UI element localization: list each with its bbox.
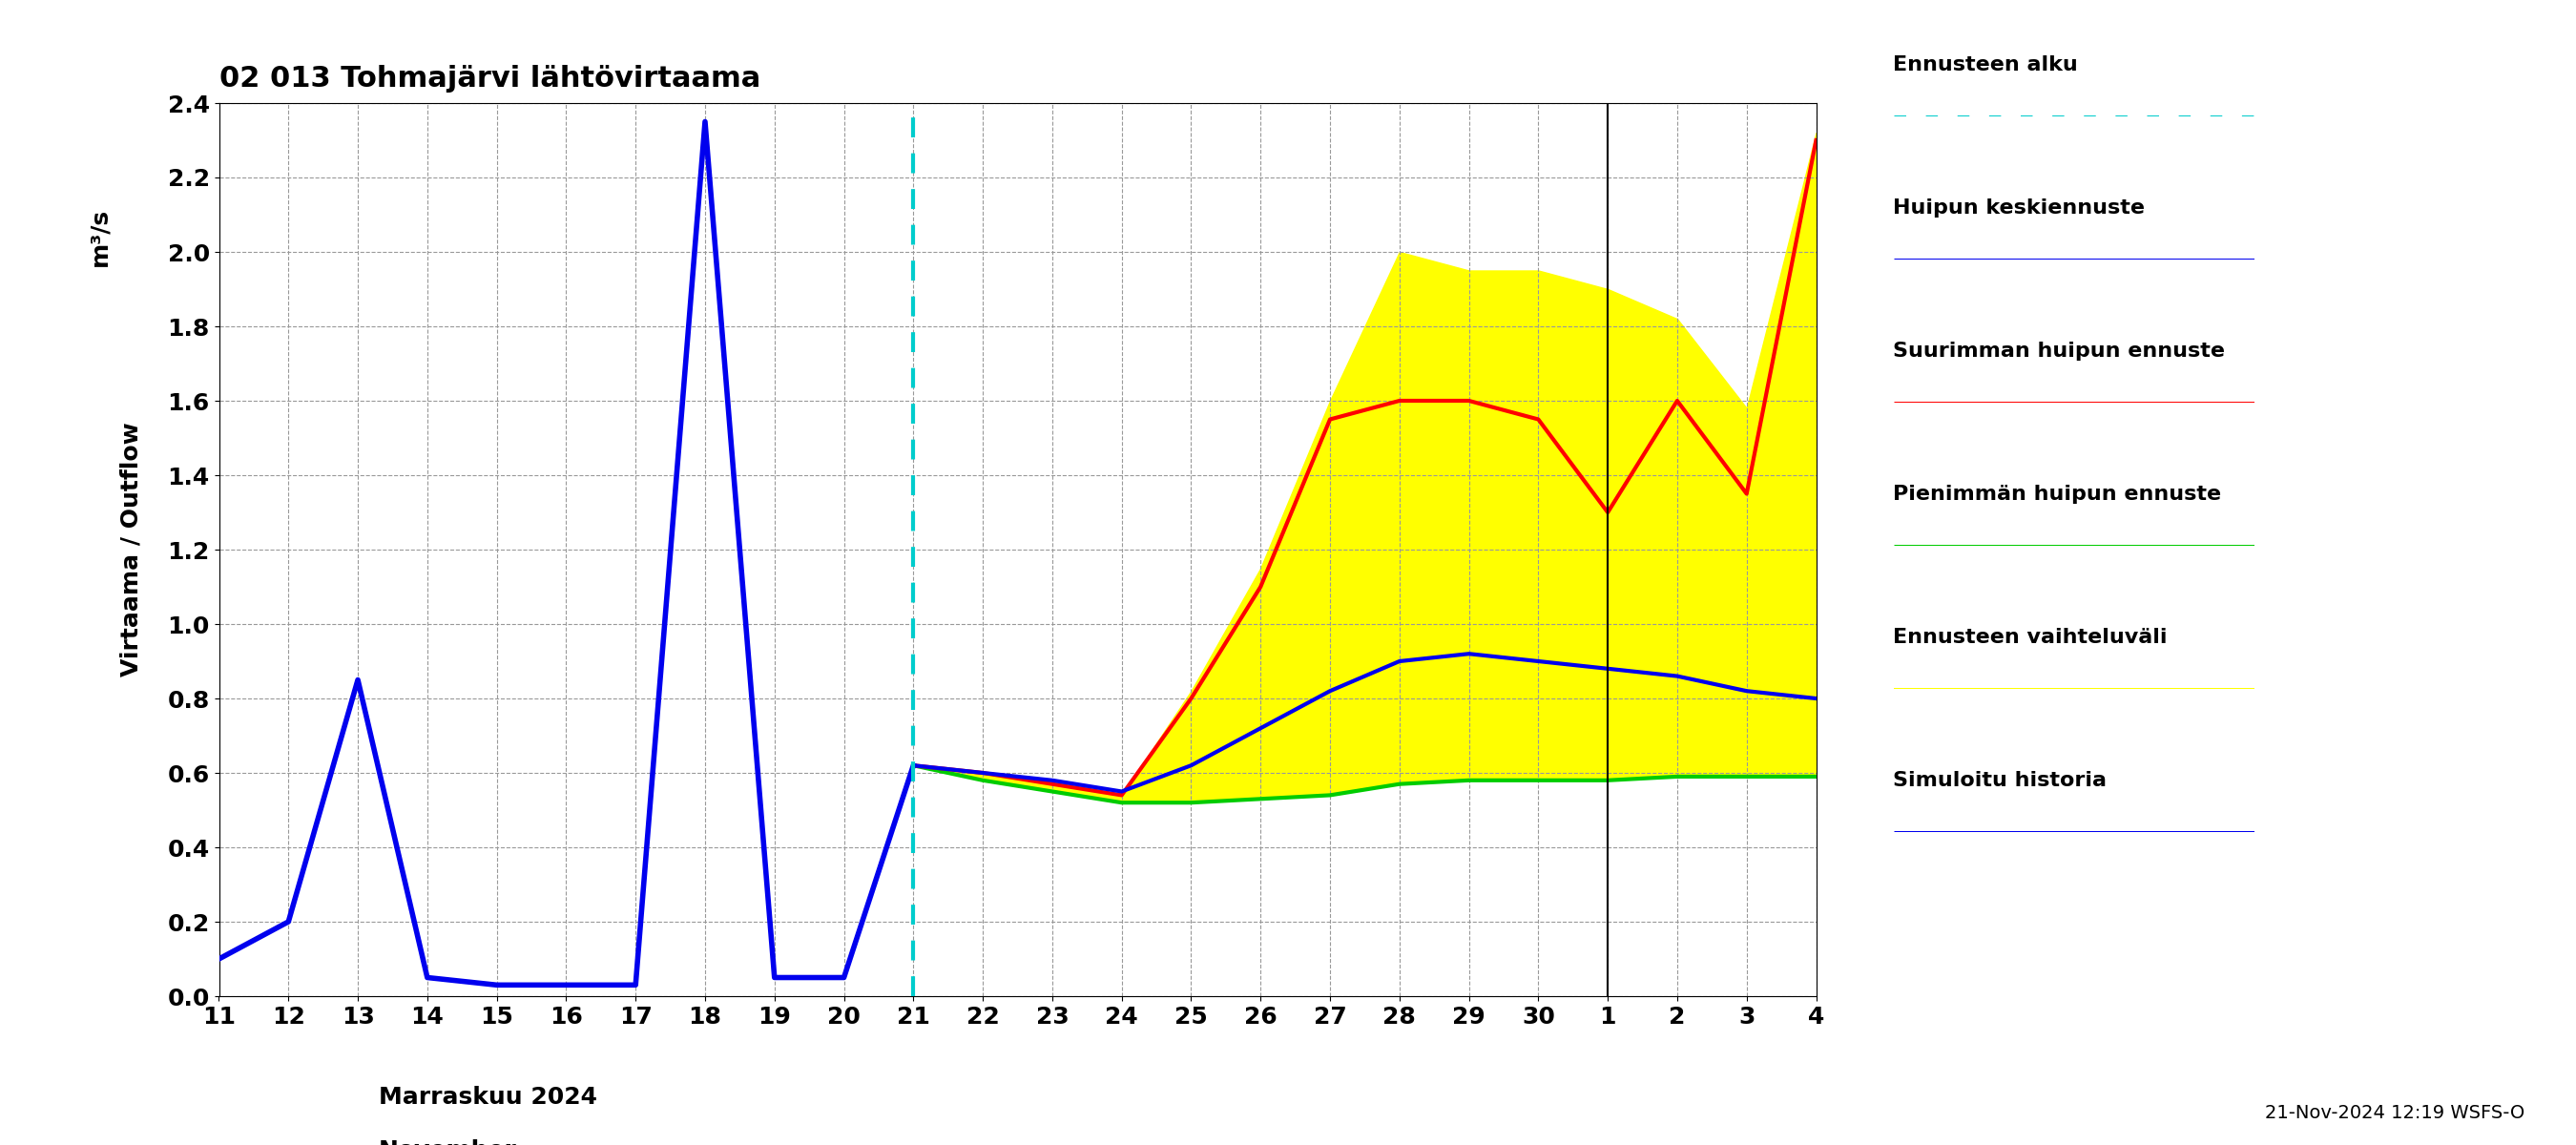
Text: Marraskuu 2024: Marraskuu 2024	[379, 1085, 598, 1108]
Text: November: November	[379, 1139, 518, 1145]
Text: Huipun keskiennuste: Huipun keskiennuste	[1893, 198, 2146, 218]
Text: m³/s: m³/s	[88, 208, 111, 266]
Text: Virtaama / Outflow: Virtaama / Outflow	[118, 423, 142, 677]
Text: 02 013 Tohmajärvi lähtövirtaama: 02 013 Tohmajärvi lähtövirtaama	[219, 65, 760, 93]
Text: Suurimman huipun ennuste: Suurimman huipun ennuste	[1893, 341, 2226, 361]
Text: Ennusteen alku: Ennusteen alku	[1893, 55, 2079, 74]
Text: Pienimmän huipun ennuste: Pienimmän huipun ennuste	[1893, 484, 2221, 504]
Text: Simuloitu historia: Simuloitu historia	[1893, 771, 2107, 790]
Text: 21-Nov-2024 12:19 WSFS-O: 21-Nov-2024 12:19 WSFS-O	[2264, 1104, 2524, 1122]
Text: Ennusteen vaihteluväli: Ennusteen vaihteluväli	[1893, 627, 2166, 647]
